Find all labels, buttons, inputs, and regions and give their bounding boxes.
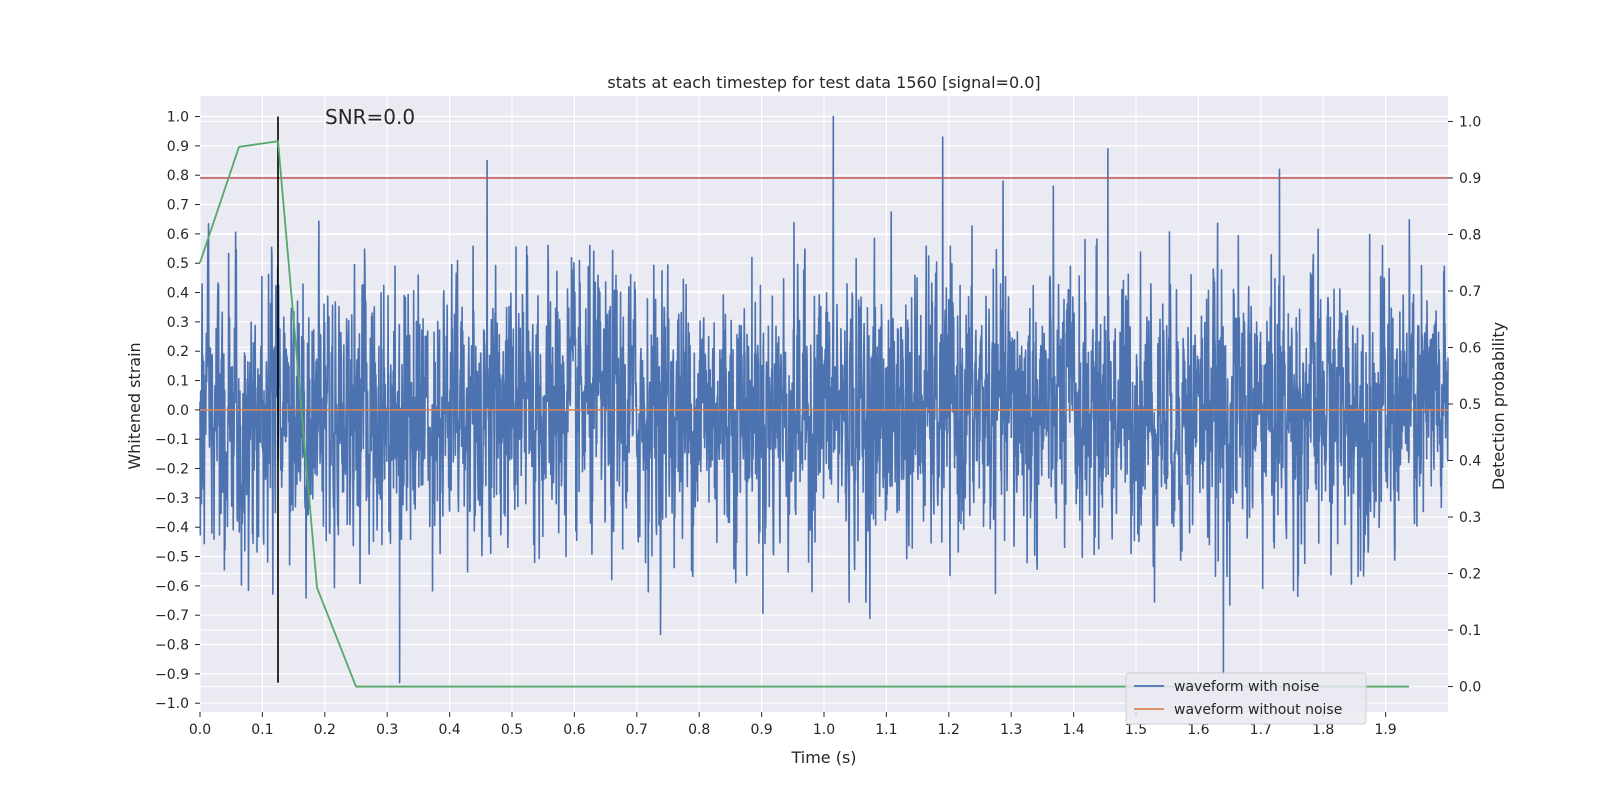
series-waveform-with-noise bbox=[199, 115, 1449, 684]
y-tick-label: −1.0 bbox=[155, 696, 189, 712]
x-tick-label: 0.3 bbox=[376, 722, 398, 738]
legend-box bbox=[1125, 672, 1367, 725]
x-tick-label: 1.7 bbox=[1250, 722, 1272, 738]
y2-tick-label: 0.2 bbox=[1459, 567, 1481, 583]
y-tick-label: −0.4 bbox=[155, 520, 189, 536]
x-tick-label: 1.1 bbox=[875, 722, 897, 738]
y-tick-label: −0.7 bbox=[155, 608, 189, 624]
y2-tick-label: 0.4 bbox=[1459, 454, 1481, 470]
y-tick-label: −0.3 bbox=[155, 491, 189, 507]
legend: waveform with noise waveform without noi… bbox=[1125, 672, 1367, 725]
x-tick-label: 1.6 bbox=[1187, 722, 1209, 738]
x-tick-label: 0.8 bbox=[688, 722, 710, 738]
y-tick-label: 0.4 bbox=[167, 286, 189, 302]
y2-tick-label: 0.8 bbox=[1459, 227, 1481, 243]
x-tick-label: 0.1 bbox=[251, 722, 273, 738]
y-tick-label: 0.5 bbox=[167, 256, 189, 272]
x-tick-label: 0.9 bbox=[750, 722, 772, 738]
y-tick-label: −0.8 bbox=[155, 638, 189, 654]
y2-tick-label: 0.7 bbox=[1459, 284, 1481, 300]
x-tick-label: 0.0 bbox=[189, 722, 211, 738]
y-tick-label: 0.1 bbox=[167, 374, 189, 390]
y-tick-label: 0.9 bbox=[167, 139, 189, 155]
y-tick-label: 0.7 bbox=[167, 198, 189, 214]
x-tick-label: 0.7 bbox=[626, 722, 648, 738]
y-tick-label: 0.0 bbox=[167, 403, 189, 419]
y-tick-label: 0.8 bbox=[167, 168, 189, 184]
y2-tick-label: 0.9 bbox=[1459, 171, 1481, 187]
x-tick-label: 0.4 bbox=[438, 722, 460, 738]
y2-tick-label: 1.0 bbox=[1459, 114, 1481, 130]
x-axis-label: Time (s) bbox=[790, 748, 856, 767]
snr-annotation: SNR=0.0 bbox=[325, 105, 415, 129]
y-tick-label: −0.6 bbox=[155, 579, 189, 595]
legend-label-clean: waveform without noise bbox=[1174, 702, 1342, 718]
x-tick-label: 0.5 bbox=[501, 722, 523, 738]
y-axis-label: Whitened strain bbox=[125, 342, 144, 469]
y2-tick-label: 0.5 bbox=[1459, 397, 1481, 413]
y-tick-label: −0.9 bbox=[155, 667, 189, 683]
y-tick-label: 1.0 bbox=[167, 110, 189, 126]
x-tick-label: 1.5 bbox=[1125, 722, 1147, 738]
y2-tick-label: 0.6 bbox=[1459, 340, 1481, 356]
x-tick-label: 1.4 bbox=[1062, 722, 1084, 738]
y-tick-label: 0.3 bbox=[167, 315, 189, 331]
x-tick-label: 1.9 bbox=[1374, 722, 1396, 738]
x-tick-label: 1.8 bbox=[1312, 722, 1334, 738]
y-tick-label: 0.2 bbox=[167, 344, 189, 360]
x-tick-label: 1.3 bbox=[1000, 722, 1022, 738]
y2-axis-label: Detection probability bbox=[1489, 322, 1508, 490]
legend-label-noise: waveform with noise bbox=[1174, 679, 1319, 695]
chart-title: stats at each timestep for test data 156… bbox=[607, 73, 1040, 92]
y-tick-label: −0.2 bbox=[155, 462, 189, 478]
x-tick-label: 0.2 bbox=[314, 722, 336, 738]
y-tick-label: −0.1 bbox=[155, 432, 189, 448]
y2-tick-label: 0.1 bbox=[1459, 623, 1481, 639]
x-tick-label: 1.2 bbox=[938, 722, 960, 738]
tick-labels: 0.0 0.1 0.2 0.3 0.4 0.5 0.6 0.7 0.8 0.9 1.0 1.1 1.2 1… bbox=[155, 110, 1481, 738]
y-tick-label: 0.6 bbox=[167, 227, 189, 243]
y-tick-label: −0.5 bbox=[155, 550, 189, 566]
y2-tick-label: 0.0 bbox=[1459, 680, 1481, 696]
x-tick-label: 0.6 bbox=[563, 722, 585, 738]
y2-tick-label: 0.3 bbox=[1459, 510, 1481, 526]
x-tick-label: 1.0 bbox=[813, 722, 835, 738]
